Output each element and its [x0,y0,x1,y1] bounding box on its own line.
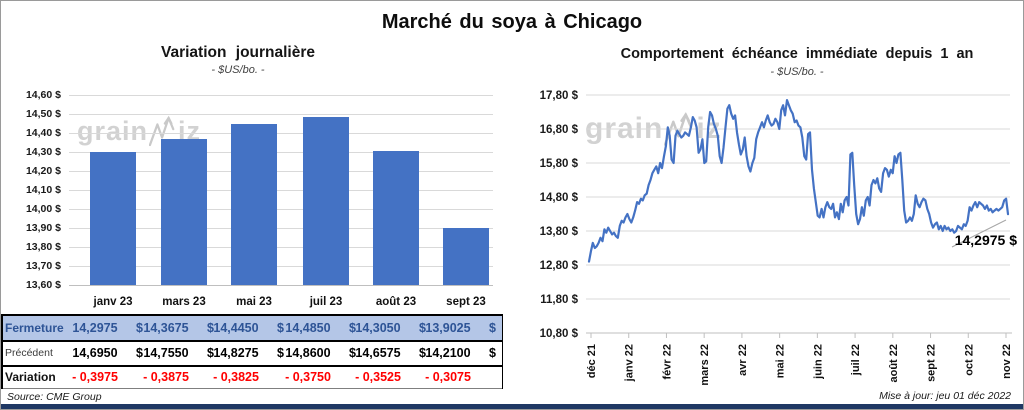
currency-sign: $ [207,346,214,360]
line-chart-title: Comportement échéance immédiate depuis 1… [620,46,974,62]
updated-note: Mise à jour: jeu 01 déc 2022 [879,390,1011,402]
bar-y-tick-label: 13,80 $ [25,240,61,253]
currency-sign: $ [419,321,426,335]
line-chart-subtitle: - $US/bo. - [770,66,824,78]
zigzag-arrow-icon [149,115,175,147]
currency-sign: $ [419,346,426,360]
bar-mai 23 [231,124,277,285]
bar-sept 23 [443,227,489,285]
bar-gridline [69,171,493,172]
table-border-right [501,314,503,389]
table-cell: 14,3050 [355,321,401,335]
currency-sign: $ [349,321,356,335]
source-note: Source: CME Group [7,391,102,403]
month-header: juil 23 [309,296,343,308]
bar-gridline [69,247,493,248]
currency-sign: $ [136,346,143,360]
table-border-left [1,314,3,389]
bar-y-tick-label: 14,40 $ [25,126,61,139]
bar-gridline [69,266,493,267]
month-header: août 23 [375,296,417,308]
currency-sign: $ [489,321,496,335]
row-label-variation: Variation [5,370,56,384]
watermark-text: iz [178,115,202,146]
close-row-highlight [1,316,503,340]
table-cell: 14,8600 [285,346,331,360]
month-header: janv 23 [93,296,133,308]
page-title: Marché du soya à Chicago [381,11,643,33]
bar-y-tick-label: 14,60 $ [25,88,61,101]
table-border [1,388,503,389]
bar-y-tick-label: 14,00 $ [25,202,61,215]
grainwiz-watermark-left: grain iz [77,115,201,147]
table-cell: 14,6950 [72,346,118,360]
bar-gridline [69,190,493,191]
table-cell: - 0,3825 [213,370,259,384]
bar-y-tick-label: 13,60 $ [25,278,61,291]
bar-chart-title: Variation journalière [160,44,316,61]
bar-mars 23 [161,139,207,285]
table-cell: - 0,3525 [355,370,401,384]
bar-gridline [69,209,493,210]
row-label-previous: Précédent [5,347,53,359]
table-cell: 14,2100 [425,346,471,360]
table-cell: - 0,3975 [72,370,118,384]
bar-y-tick-label: 14,20 $ [25,164,61,177]
table-cell: - 0,3075 [425,370,471,384]
bar-janv 23 [90,152,136,285]
bar-gridline [69,152,493,153]
bar-juil 23 [303,116,349,285]
table-cell: 13,9025 [425,321,471,335]
currency-sign: $ [277,346,284,360]
bar-gridline [69,285,493,286]
table-cell: 14,7550 [143,346,189,360]
table-border [1,365,503,367]
bar-y-tick-label: 14,50 $ [25,107,61,120]
bar-chart-subtitle: - $US/bo. - [211,64,265,76]
bar-gridline [69,95,493,96]
currency-sign: $ [207,321,214,335]
bar-août 23 [373,151,419,285]
last-price-annotation: 14,2975 $ [954,232,1017,248]
bar-y-tick-label: 14,30 $ [25,145,61,158]
table-cell: 14,8275 [213,346,259,360]
currency-sign: $ [277,321,284,335]
bar-y-tick-label: 14,10 $ [25,183,61,196]
table-border [1,340,503,342]
table-cell: 14,3675 [143,321,189,335]
currency-sign: $ [349,346,356,360]
bottom-bar [1,404,1023,409]
table-cell: - 0,3875 [143,370,189,384]
currency-sign: $ [136,321,143,335]
bar-y-tick-label: 13,90 $ [25,221,61,234]
bar-gridline [69,114,493,115]
bar-y-tick-label: 13,70 $ [25,259,61,272]
table-cell: - 0,3750 [285,370,331,384]
table-cell: 14,4850 [285,321,331,335]
month-header: mai 23 [236,296,272,308]
table-cell: 14,2975 [72,321,118,335]
bar-gridline [69,228,493,229]
month-header: mars 23 [162,296,206,308]
table-border [1,314,503,316]
table-cell: 14,6575 [355,346,401,360]
watermark-text: grain [77,115,149,146]
bar-gridline [69,133,493,134]
month-header: sept 23 [446,296,486,308]
row-label-close: Fermeture [5,321,64,335]
currency-sign: $ [489,346,496,360]
table-cell: 14,4450 [213,321,259,335]
